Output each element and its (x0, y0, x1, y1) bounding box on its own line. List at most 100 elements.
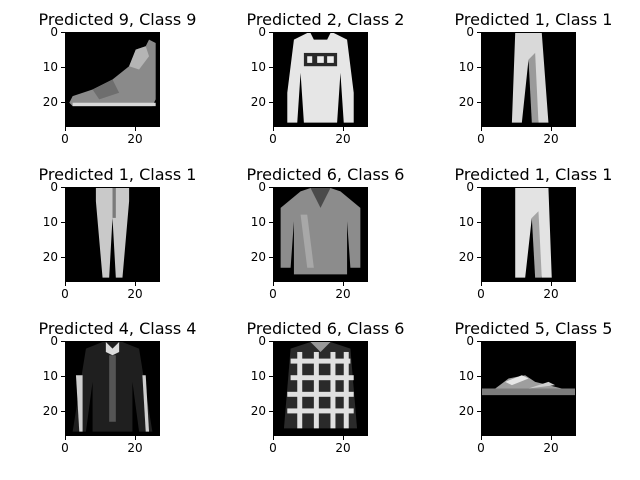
y-tick-label: 0 (258, 25, 266, 39)
trouser-narrow-image (95, 188, 130, 278)
y-tick-label: 20 (42, 250, 58, 264)
y-tick-mark (269, 102, 273, 103)
y-tick-label: 20 (250, 250, 266, 264)
y-tick-label: 10 (42, 60, 58, 74)
x-tick-label: 0 (269, 287, 277, 301)
image-axes (273, 32, 368, 127)
image-axes (481, 187, 576, 282)
image-axes (481, 341, 576, 436)
x-tick-label: 20 (543, 441, 559, 455)
y-tick-label: 10 (42, 369, 58, 383)
panel-title: Predicted 4, Class 4 (38, 319, 197, 338)
y-tick-label: 0 (466, 25, 474, 39)
y-tick-label: 10 (250, 215, 266, 229)
y-tick-label: 20 (250, 95, 266, 109)
y-tick-mark (61, 187, 65, 188)
panel-title: Predicted 2, Class 2 (246, 10, 405, 29)
image-panel: Predicted 1, Class 1 0 10 20 0 20 (30, 165, 197, 315)
image-axes (65, 187, 160, 282)
x-tick-mark (273, 282, 274, 286)
x-tick-mark (481, 436, 482, 440)
y-tick-mark (269, 67, 273, 68)
x-tick-label: 0 (61, 441, 69, 455)
y-tick-label: 0 (50, 25, 58, 39)
x-tick-label: 0 (269, 132, 277, 146)
y-tick-mark (477, 32, 481, 33)
y-tick-label: 0 (50, 334, 58, 348)
image-panel: Predicted 2, Class 2 0 10 20 0 20 (238, 10, 405, 160)
y-tick-mark (61, 257, 65, 258)
y-tick-label: 20 (42, 95, 58, 109)
y-tick-label: 10 (458, 369, 474, 383)
y-tick-label: 20 (458, 404, 474, 418)
x-tick-label: 0 (61, 132, 69, 146)
x-tick-mark (551, 282, 552, 286)
y-tick-mark (269, 376, 273, 377)
x-tick-label: 0 (269, 441, 277, 455)
image-panel: Predicted 1, Class 1 0 10 20 0 20 (446, 165, 613, 315)
coat-image (72, 342, 153, 432)
image-panel: Predicted 4, Class 4 0 10 20 0 20 (30, 319, 197, 469)
panel-title: Predicted 5, Class 5 (454, 319, 613, 338)
image-axes (273, 341, 368, 436)
y-tick-mark (477, 102, 481, 103)
x-tick-label: 20 (127, 132, 143, 146)
y-tick-mark (61, 222, 65, 223)
image-panel: Predicted 5, Class 5 0 10 20 0 20 (446, 319, 613, 469)
x-tick-mark (481, 282, 482, 286)
y-tick-label: 10 (250, 369, 266, 383)
x-tick-label: 20 (335, 132, 351, 146)
x-tick-mark (65, 282, 66, 286)
y-tick-label: 20 (458, 250, 474, 264)
y-tick-label: 20 (458, 95, 474, 109)
panel-title: Predicted 6, Class 6 (246, 319, 405, 338)
y-tick-mark (477, 341, 481, 342)
y-tick-mark (61, 376, 65, 377)
y-tick-mark (477, 67, 481, 68)
sandal-image (482, 375, 575, 396)
y-tick-mark (61, 411, 65, 412)
y-tick-label: 20 (42, 404, 58, 418)
image-axes (65, 341, 160, 436)
plaid-shirt-image (283, 342, 358, 429)
image-panel: Predicted 6, Class 6 0 10 20 0 20 (238, 319, 405, 469)
x-tick-label: 20 (127, 287, 143, 301)
x-tick-label: 20 (335, 287, 351, 301)
y-tick-label: 0 (466, 180, 474, 194)
trouser-bright-image (515, 188, 552, 278)
x-tick-mark (343, 282, 344, 286)
image-axes (481, 32, 576, 127)
x-tick-label: 20 (335, 441, 351, 455)
y-tick-mark (269, 32, 273, 33)
y-tick-mark (269, 411, 273, 412)
y-tick-mark (61, 32, 65, 33)
y-tick-mark (269, 341, 273, 342)
ankle-boot-image (69, 39, 156, 107)
x-tick-mark (65, 127, 66, 131)
x-tick-label: 0 (477, 132, 485, 146)
y-tick-mark (61, 67, 65, 68)
x-tick-mark (273, 436, 274, 440)
x-tick-label: 20 (543, 287, 559, 301)
y-tick-mark (477, 411, 481, 412)
image-panel: Predicted 1, Class 1 0 10 20 0 20 (446, 10, 613, 160)
image-axes (65, 32, 160, 127)
y-tick-mark (269, 257, 273, 258)
image-panel: Predicted 9, Class 9 0 10 20 0 20 (30, 10, 197, 160)
y-tick-mark (61, 341, 65, 342)
panel-title: Predicted 1, Class 1 (454, 10, 613, 29)
x-tick-label: 0 (477, 441, 485, 455)
y-tick-mark (61, 102, 65, 103)
x-tick-mark (65, 436, 66, 440)
y-tick-mark (477, 257, 481, 258)
image-panel: Predicted 6, Class 6 0 10 20 0 20 (238, 165, 405, 315)
pullover-lee-image (287, 33, 354, 123)
y-tick-mark (477, 376, 481, 377)
y-tick-label: 0 (50, 180, 58, 194)
panel-title: Predicted 6, Class 6 (246, 165, 405, 184)
shirt-dark-image (280, 188, 361, 275)
y-tick-label: 20 (250, 404, 266, 418)
y-tick-label: 0 (258, 180, 266, 194)
x-tick-mark (343, 127, 344, 131)
